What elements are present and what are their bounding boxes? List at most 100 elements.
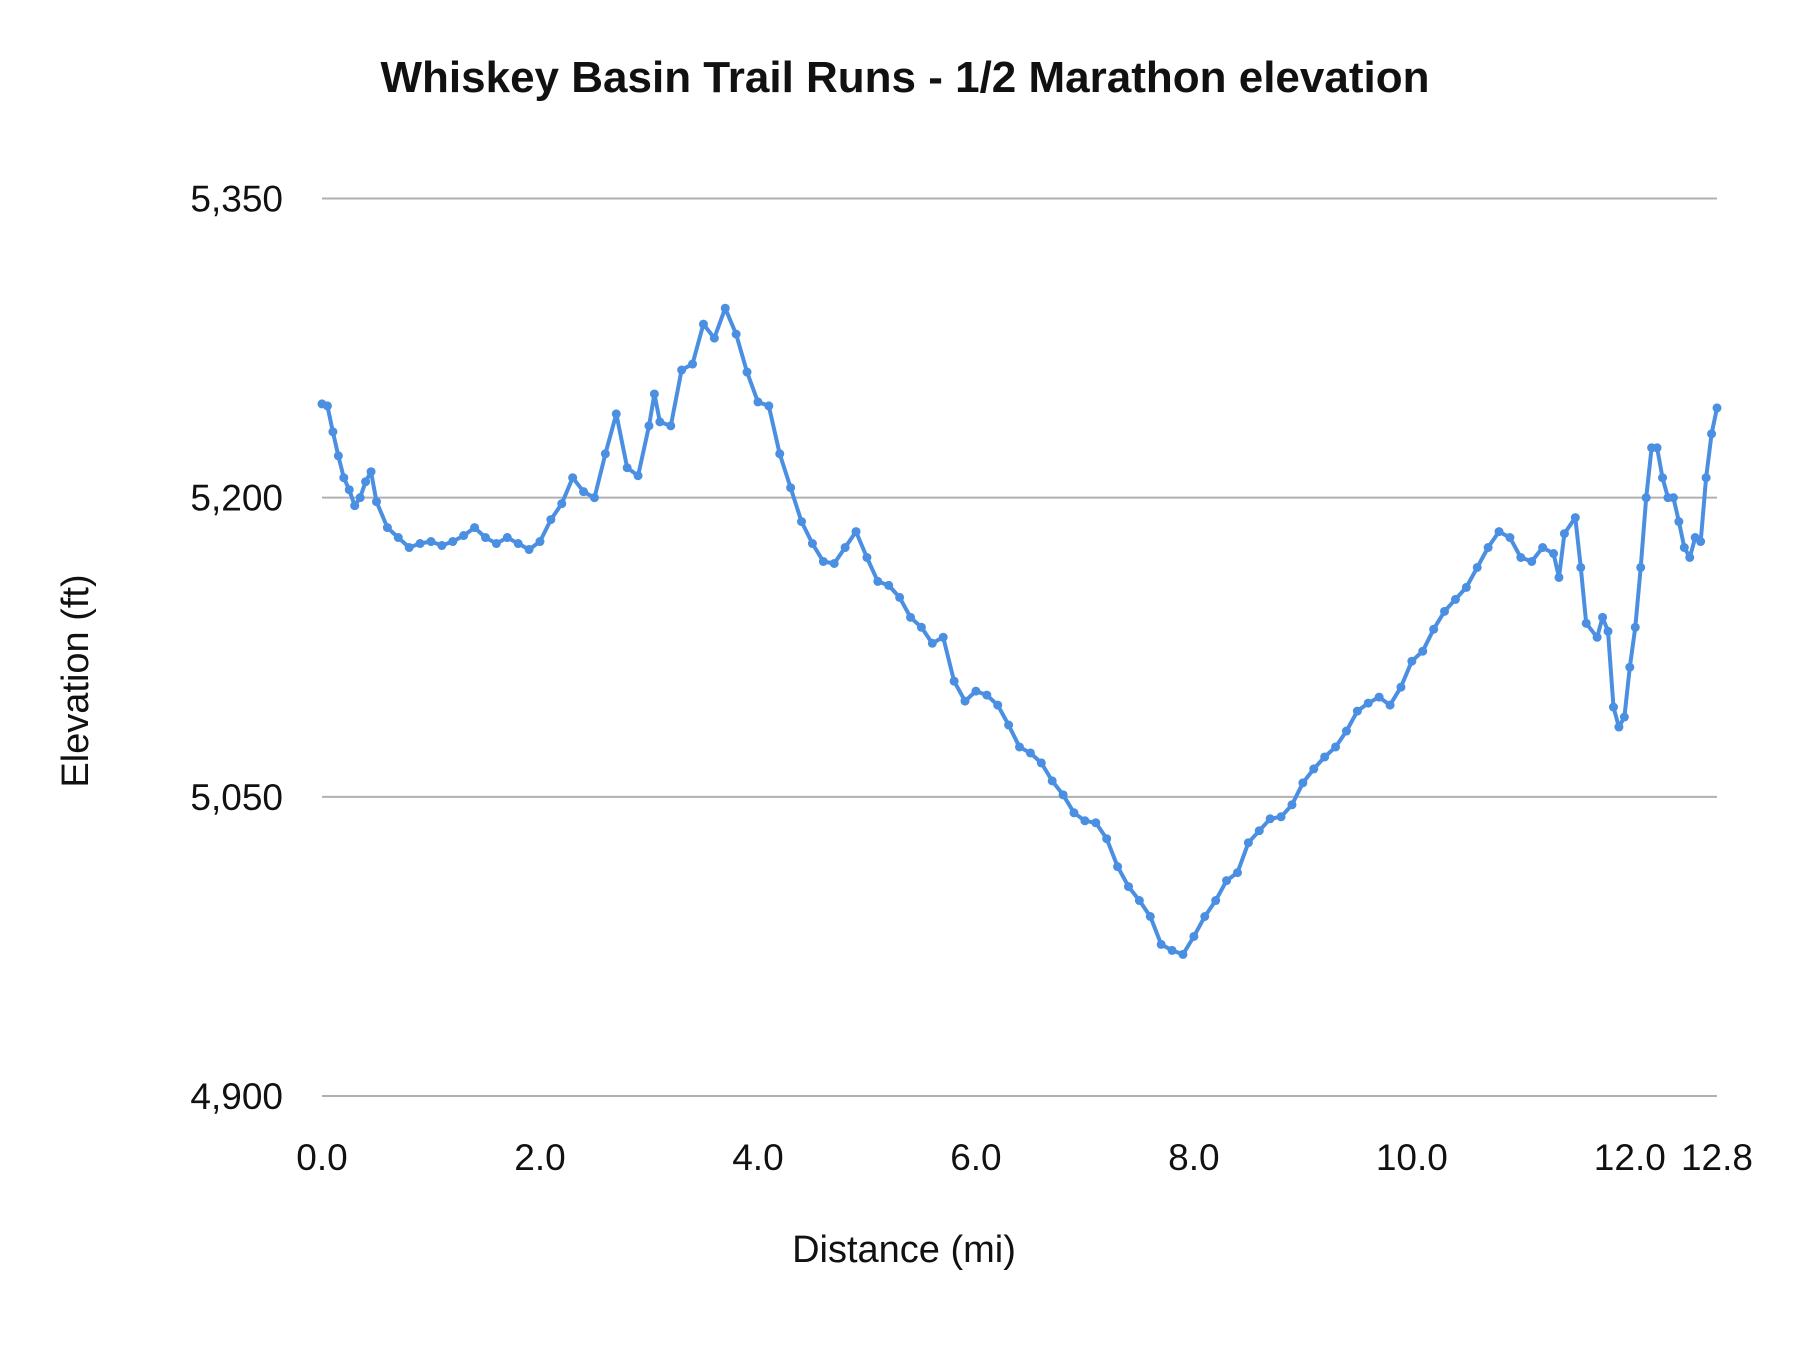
data-point: [1167, 945, 1177, 955]
data-point: [1363, 698, 1373, 708]
data-point: [1069, 808, 1079, 818]
x-axis-label: Distance (mi): [792, 1229, 1016, 1271]
data-point: [1576, 562, 1586, 572]
x-tick-label: 12.0: [1594, 1137, 1666, 1178]
data-point: [1418, 646, 1428, 656]
data-point: [829, 558, 839, 568]
data-point: [1047, 776, 1057, 786]
data-point: [1461, 582, 1471, 592]
data-point: [797, 517, 807, 527]
data-point: [1685, 553, 1695, 562]
data-point: [426, 537, 436, 547]
data-point: [655, 417, 665, 427]
data-point: [971, 686, 981, 696]
data-point: [1516, 553, 1526, 562]
data-point: [1407, 656, 1417, 666]
data-point: [644, 421, 654, 431]
data-point: [1494, 527, 1504, 537]
x-tick-label: 10.0: [1376, 1137, 1448, 1178]
y-axis-label: Elevation (ft): [55, 574, 97, 787]
x-tick-label: 0.0: [296, 1137, 347, 1178]
data-point: [611, 409, 621, 419]
data-point: [1559, 529, 1569, 539]
data-point: [949, 676, 959, 686]
x-tick-label: 8.0: [1168, 1137, 1219, 1178]
data-point: [1598, 612, 1608, 622]
data-point: [622, 463, 632, 473]
data-point: [502, 533, 512, 543]
y-tick-label: 5,200: [190, 478, 283, 519]
data-point: [1331, 742, 1341, 752]
data-point: [633, 471, 643, 481]
data-point: [1232, 868, 1242, 878]
data-point: [480, 533, 490, 543]
data-point: [1058, 790, 1068, 800]
data-point: [916, 622, 926, 632]
data-point: [1668, 493, 1678, 503]
data-point: [1674, 517, 1684, 527]
data-point: [1254, 826, 1264, 836]
data-point: [1641, 493, 1651, 503]
data-point: [753, 397, 763, 407]
data-point: [1592, 632, 1602, 642]
data-point: [742, 367, 752, 377]
data-point: [1549, 549, 1559, 559]
y-tick-label: 4,900: [190, 1076, 283, 1117]
data-point: [1570, 513, 1580, 523]
data-point: [366, 467, 376, 477]
gridlines: [322, 197, 1717, 1097]
data-point: [698, 319, 708, 329]
data-point: [1341, 726, 1351, 736]
data-point: [649, 389, 659, 399]
data-point: [344, 485, 354, 495]
data-point: [1036, 758, 1046, 768]
y-tick-label: 5,350: [190, 179, 283, 220]
data-point: [350, 501, 360, 511]
data-point: [600, 449, 610, 459]
data-point: [361, 477, 371, 487]
data-point: [960, 696, 970, 706]
data-point: [568, 473, 578, 483]
data-point: [895, 592, 905, 602]
data-point: [535, 537, 545, 547]
data-point: [807, 539, 817, 549]
y-tick-label: 5,050: [190, 777, 283, 818]
data-point: [982, 690, 992, 700]
data-point: [1189, 931, 1199, 941]
data-point: [1396, 682, 1406, 692]
series-line: [321, 306, 1719, 957]
data-point: [1581, 618, 1591, 628]
data-point: [1472, 562, 1482, 572]
data-point: [1374, 692, 1384, 702]
data-point: [677, 365, 687, 375]
data-point: [775, 449, 785, 459]
data-point: [1276, 812, 1286, 822]
data-point: [1652, 443, 1662, 453]
data-point: [1429, 624, 1439, 634]
data-point: [1134, 896, 1144, 906]
data-point: [840, 543, 850, 553]
elevation-series: [317, 303, 1722, 959]
x-tick-label: 2.0: [514, 1137, 565, 1178]
data-point: [1450, 594, 1460, 604]
data-point: [1265, 814, 1275, 824]
data-point: [322, 401, 332, 411]
data-point: [1527, 556, 1537, 566]
data-point: [1352, 706, 1362, 716]
data-point: [1178, 949, 1188, 959]
data-point: [873, 576, 883, 586]
chart-title: Whiskey Basin Trail Runs - 1/2 Marathon …: [381, 53, 1430, 102]
data-point: [1608, 702, 1618, 712]
data-point: [1004, 720, 1014, 730]
data-point: [1102, 834, 1112, 844]
data-point: [818, 556, 828, 566]
data-point: [851, 527, 861, 537]
data-point: [1440, 606, 1450, 616]
data-point: [927, 638, 937, 648]
data-point: [557, 499, 567, 509]
x-tick-label: 6.0: [950, 1137, 1001, 1178]
data-point: [1123, 882, 1133, 892]
data-point: [1200, 912, 1210, 921]
y-axis-ticks: 4,900 5,050 5,200 5,350: [190, 179, 283, 1118]
data-point: [1712, 403, 1722, 413]
